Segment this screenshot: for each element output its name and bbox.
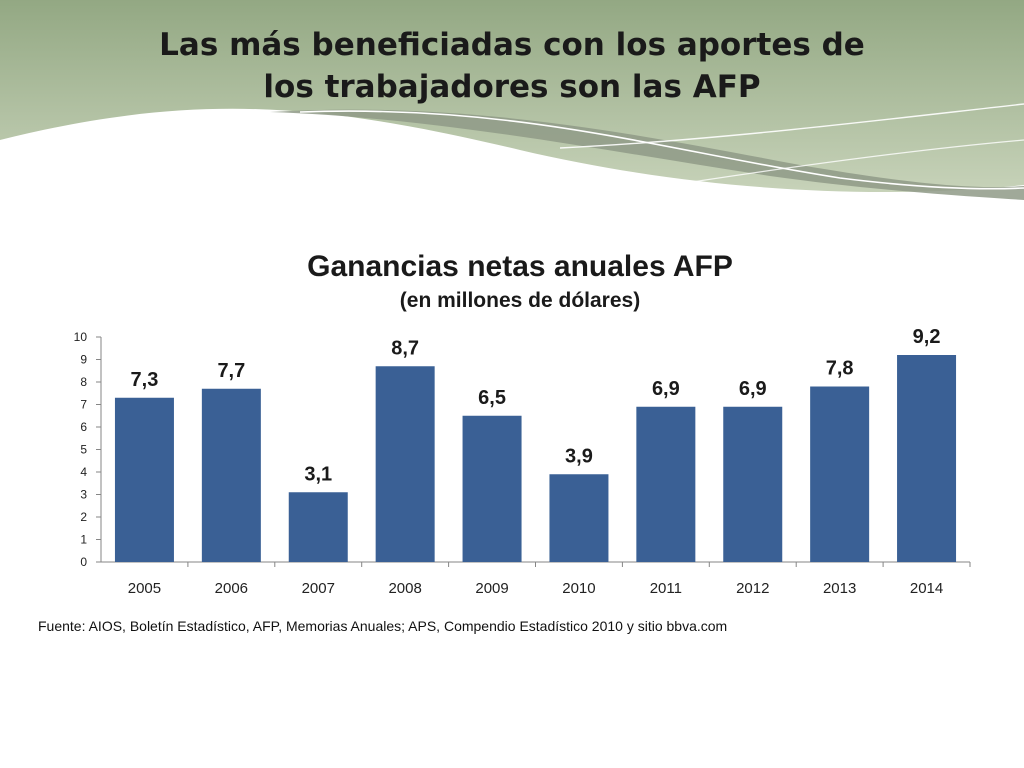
data-label-2007: 3,1 [304,463,332,485]
source-note: Fuente: AIOS, Boletín Estadístico, AFP, … [38,618,728,634]
data-label-2005: 7,3 [131,369,159,391]
data-label-2013: 7,8 [826,358,854,380]
data-label-2014: 9,2 [913,326,941,348]
bar-2013 [810,386,870,562]
bar-2006 [201,388,261,562]
bar-2014 [897,355,957,562]
data-label-2012: 6,9 [739,378,767,400]
x-tick-label-2010: 2010 [562,580,595,597]
header-background [0,0,1024,210]
y-tick-label: 10 [74,330,88,344]
slide-title-line-1: Las más beneficiadas con los aportes de [159,27,865,63]
x-tick-label-2009: 2009 [475,580,508,597]
x-tick-label-2012: 2012 [736,580,769,597]
slide-title: Las más beneficiadas con los aportes de … [0,24,1024,108]
y-tick-label: 8 [80,375,87,389]
chart-title: Ganancias netas anuales AFP [307,250,733,283]
x-tick-label-2007: 2007 [302,580,335,597]
bar-2012 [723,406,783,562]
x-tick-label-2005: 2005 [128,580,161,597]
chart-subtitle: (en millones de dólares) [399,289,641,312]
bar-chart: 0 1 2 3 4 5 6 7 8 9 10 7,3 2005 7,7 2006 3,1 2007 8,7 2008… [74,326,971,597]
bar-2010 [549,474,609,562]
y-tick-label: 6 [80,420,87,434]
data-label-2009: 6,5 [478,387,506,409]
data-label-2008: 8,7 [391,337,419,359]
x-tick-label-2008: 2008 [388,580,421,597]
bar-2009 [462,415,522,562]
y-tick-label: 4 [80,465,87,479]
bar-2008 [375,366,435,562]
bar-2007 [288,492,348,562]
y-tick-label: 9 [80,353,87,367]
x-tick-label-2013: 2013 [823,580,856,597]
y-tick-label: 1 [80,533,87,547]
x-tick-label-2011: 2011 [650,580,682,597]
x-tick-label-2006: 2006 [215,580,248,597]
bar-2005 [114,397,174,562]
x-tick-label-2014: 2014 [910,580,943,597]
slide-title-line-2: los trabajadores son las AFP [263,69,761,105]
y-tick-label: 0 [80,555,87,569]
data-label-2006: 7,7 [217,360,245,382]
y-tick-label: 3 [80,488,87,502]
y-tick-label: 5 [80,443,87,457]
y-tick-label: 7 [80,398,87,412]
y-tick-label: 2 [80,510,87,524]
data-label-2011: 6,9 [652,378,680,400]
bar-2011 [636,406,696,562]
data-label-2010: 3,9 [565,445,593,467]
